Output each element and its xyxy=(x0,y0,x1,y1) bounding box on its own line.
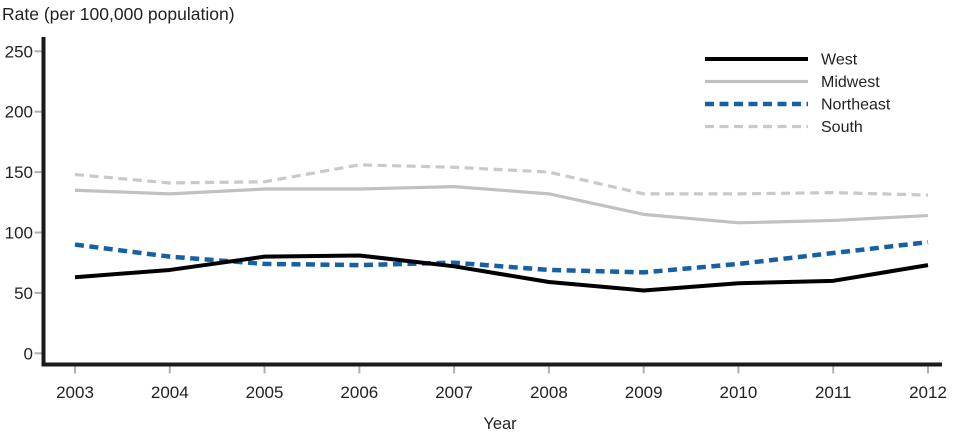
x-tick-label: 2008 xyxy=(530,383,568,402)
y-axis-ticks: 0 50 100 150 200 250 xyxy=(5,42,42,363)
chart-title: Rate (per 100,000 population) xyxy=(2,4,235,24)
y-tick-label: 150 xyxy=(5,163,33,182)
legend-label: West xyxy=(821,52,858,69)
series-group xyxy=(74,163,929,293)
legend: West Midwest Northeast South xyxy=(705,52,891,136)
series-line-midwest xyxy=(74,184,929,225)
y-tick-label: 0 xyxy=(24,344,33,363)
legend-label: South xyxy=(821,119,863,136)
series-line-south xyxy=(74,163,929,197)
series-line-west xyxy=(74,253,929,293)
y-tick-label: 100 xyxy=(5,224,33,243)
legend-item-south: South xyxy=(705,119,863,136)
x-tick-label: 2009 xyxy=(625,383,663,402)
legend-label: Northeast xyxy=(821,97,891,114)
x-tick-label: 2003 xyxy=(56,383,94,402)
legend-label: Midwest xyxy=(821,74,880,91)
y-tick-label: 250 xyxy=(5,42,33,61)
x-axis-ticks: 2003 2004 2005 2006 2007 2008 2009 2010 2011 2012 xyxy=(56,366,947,402)
series-line-northeast xyxy=(74,239,929,275)
y-tick-label: 50 xyxy=(14,284,33,303)
x-tick-label: 2004 xyxy=(151,383,189,402)
x-tick-label: 2005 xyxy=(246,383,284,402)
legend-item-northeast: Northeast xyxy=(705,97,891,114)
x-tick-label: 2007 xyxy=(435,383,473,402)
legend-item-west: West xyxy=(705,52,858,69)
x-tick-label: 2012 xyxy=(909,383,947,402)
x-tick-label: 2006 xyxy=(340,383,378,402)
y-tick-label: 200 xyxy=(5,103,33,122)
x-axis-title: Year xyxy=(483,415,517,433)
legend-item-midwest: Midwest xyxy=(705,74,880,91)
x-tick-label: 2011 xyxy=(815,383,852,402)
x-tick-label: 2010 xyxy=(720,383,758,402)
